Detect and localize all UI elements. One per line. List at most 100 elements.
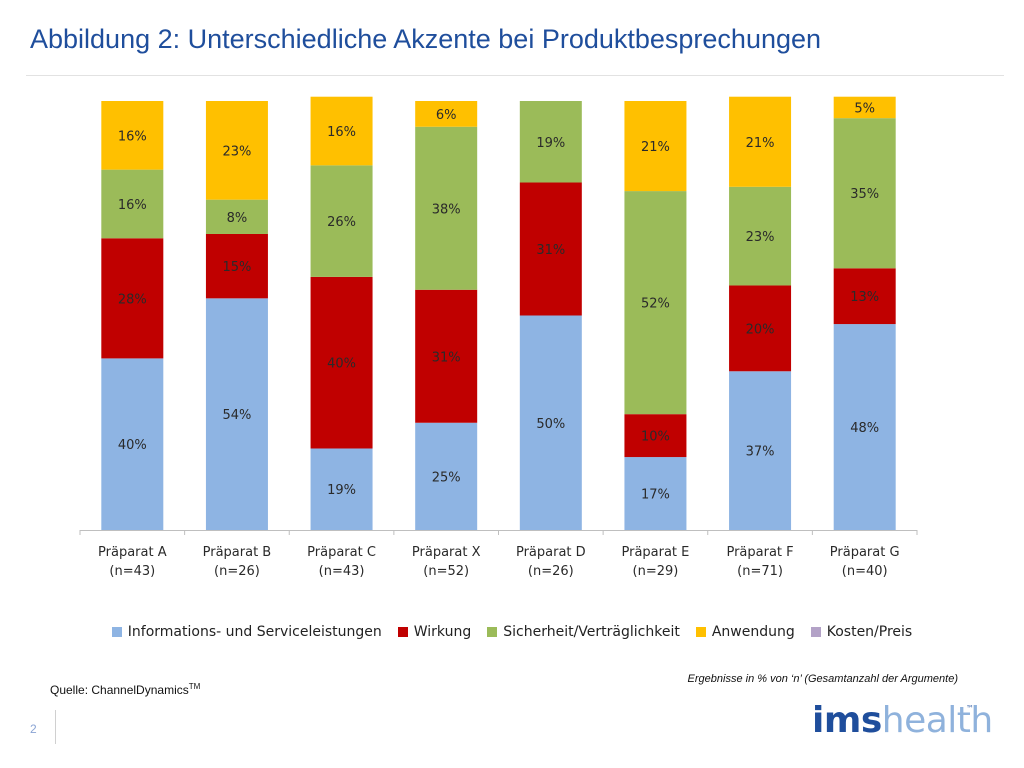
x-tick-label: Präparat X: [412, 545, 481, 560]
data-label: 35%: [850, 187, 879, 202]
legend-item: Anwendung: [695, 624, 795, 640]
legend-label: Anwendung: [711, 624, 795, 640]
bar-segment: [310, 96, 373, 166]
bar-segment: [310, 165, 373, 277]
legend-item: Sicherheit/Verträglichkeit: [487, 624, 680, 640]
logo-tm: ™: [966, 704, 974, 713]
data-label: 16%: [327, 125, 356, 140]
data-label: 17%: [641, 488, 670, 503]
bar-segment: [205, 233, 268, 299]
data-label: 5%: [854, 101, 875, 116]
x-tick-label: Präparat B: [203, 545, 272, 560]
x-tick-n-label: (n=43): [319, 564, 365, 579]
imshealth-logo: imshealth ™: [812, 700, 993, 741]
data-label: 21%: [641, 140, 670, 155]
x-tick-n-label: (n=29): [633, 564, 679, 579]
data-label: 48%: [850, 421, 879, 436]
bar-segment: [519, 315, 582, 530]
bar-segment: [624, 414, 687, 458]
x-tick-n-label: (n=26): [214, 564, 260, 579]
data-label: 25%: [432, 470, 461, 485]
bar-segment: [415, 289, 478, 423]
bar-segment: [101, 238, 164, 359]
legend-item: Kosten/Preis: [810, 624, 913, 640]
x-tick-label: Präparat C: [307, 545, 376, 560]
bar-segment: [415, 126, 478, 290]
x-tick-label: Präparat A: [98, 545, 167, 560]
logo-ims: ims: [812, 700, 882, 741]
page-number: 2: [30, 722, 37, 736]
data-label: 16%: [118, 198, 147, 213]
legend-swatch: [111, 627, 122, 637]
data-label: 23%: [222, 144, 251, 159]
results-note: Ergebnisse in % von ‘n’ (Gesamtanzahl de…: [687, 673, 958, 685]
data-label: 19%: [327, 483, 356, 498]
data-label: 28%: [118, 292, 147, 307]
bar-segment: [415, 422, 478, 530]
legend-swatch: [810, 627, 821, 637]
x-tick-label: Präparat E: [621, 545, 689, 560]
x-tick-label: Präparat G: [830, 545, 900, 560]
bar-segment: [624, 457, 687, 530]
bar-segment: [729, 285, 792, 372]
bar-segment: [519, 182, 582, 316]
bar-segment: [101, 358, 164, 530]
logo-health: health: [881, 700, 993, 741]
legend-item: Informations- und Serviceleistungen: [111, 624, 382, 640]
page-title: Abbildung 2: Unterschiedliche Akzente be…: [30, 24, 822, 54]
bar-segment: [519, 101, 582, 183]
data-label: 52%: [641, 297, 670, 312]
data-label: 37%: [746, 445, 775, 460]
legend-swatch: [397, 627, 408, 637]
data-label: 15%: [222, 260, 251, 275]
data-label: 40%: [118, 438, 147, 453]
legend-swatch: [695, 627, 706, 637]
legend-label: Informations- und Serviceleistungen: [127, 624, 382, 640]
legend-label: Sicherheit/Verträglichkeit: [503, 624, 680, 640]
data-label: 31%: [536, 243, 565, 258]
data-label: 21%: [746, 136, 775, 151]
source-label: Quelle: ChannelDynamicsTM: [50, 682, 201, 697]
data-label: 50%: [536, 417, 565, 432]
bar-segment: [833, 96, 896, 119]
data-label: 19%: [536, 136, 565, 151]
data-label: 40%: [327, 357, 356, 372]
x-tick-n-label: (n=52): [423, 564, 469, 579]
title-divider: [26, 75, 1004, 76]
bar-segment: [310, 276, 373, 449]
page-divider: [55, 710, 56, 744]
data-label: 54%: [222, 408, 251, 423]
data-label: 31%: [432, 350, 461, 365]
bar-segment: [833, 324, 896, 530]
bar-segment: [205, 101, 268, 200]
data-label: 6%: [436, 108, 457, 123]
data-label: 38%: [432, 202, 461, 217]
bar-segment: [205, 199, 268, 234]
data-label: 20%: [746, 322, 775, 337]
data-label: 8%: [227, 211, 248, 226]
legend-label: Kosten/Preis: [826, 624, 913, 640]
bar-segment: [205, 298, 268, 530]
x-tick-label: Präparat F: [726, 545, 793, 560]
legend-swatch: [487, 627, 498, 637]
data-label: 23%: [746, 230, 775, 245]
x-tick-n-label: (n=43): [109, 564, 155, 579]
bar-segment: [310, 448, 373, 530]
bar-segment: [624, 101, 687, 192]
x-tick-n-label: (n=26): [528, 564, 574, 579]
bar-segment: [729, 371, 792, 530]
bar-segment: [624, 191, 687, 415]
bar-segment: [729, 96, 792, 187]
bar-segment: [101, 101, 164, 170]
chart-legend: Informations- und Serviceleistungen Wirku…: [0, 624, 1024, 640]
legend-label: Wirkung: [413, 624, 472, 640]
data-label: 16%: [118, 129, 147, 144]
x-tick-label: Präparat D: [516, 545, 586, 560]
bar-segment: [833, 268, 896, 325]
bar-segment: [729, 186, 792, 286]
data-label: 13%: [850, 290, 879, 305]
legend-item: Wirkung: [397, 624, 472, 640]
bar-segment: [415, 101, 478, 127]
bar-segment: [101, 169, 164, 239]
source-tm: TM: [188, 682, 201, 691]
